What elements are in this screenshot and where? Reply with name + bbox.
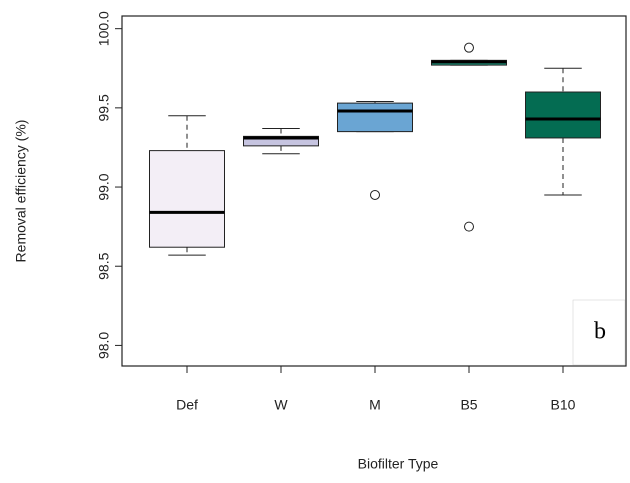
y-tick-label: 99.0 — [96, 173, 112, 200]
y-axis-title: Removal efficiency (%) — [13, 120, 29, 263]
y-tick-label: 100.0 — [96, 11, 112, 46]
box — [525, 91, 601, 139]
x-tick-label: M — [369, 397, 381, 413]
outlier — [464, 221, 474, 232]
y-tick-label: 99.5 — [96, 94, 112, 121]
annotation: b — [594, 319, 606, 345]
y-tick-label: 98.5 — [96, 252, 112, 279]
x-tick-label: B5 — [460, 397, 477, 413]
y-tick-label: 98.0 — [96, 332, 112, 359]
x-tick-label: B10 — [551, 397, 576, 413]
x-axis-title: Biofilter Type — [358, 456, 439, 472]
box — [243, 135, 319, 147]
box — [337, 102, 413, 133]
plot-frame — [121, 15, 627, 367]
outlier — [370, 189, 380, 200]
box — [149, 150, 225, 248]
x-tick-label: Def — [176, 397, 198, 413]
annotation-box — [572, 299, 626, 366]
x-tick-label: W — [274, 397, 288, 413]
outlier — [464, 42, 474, 53]
